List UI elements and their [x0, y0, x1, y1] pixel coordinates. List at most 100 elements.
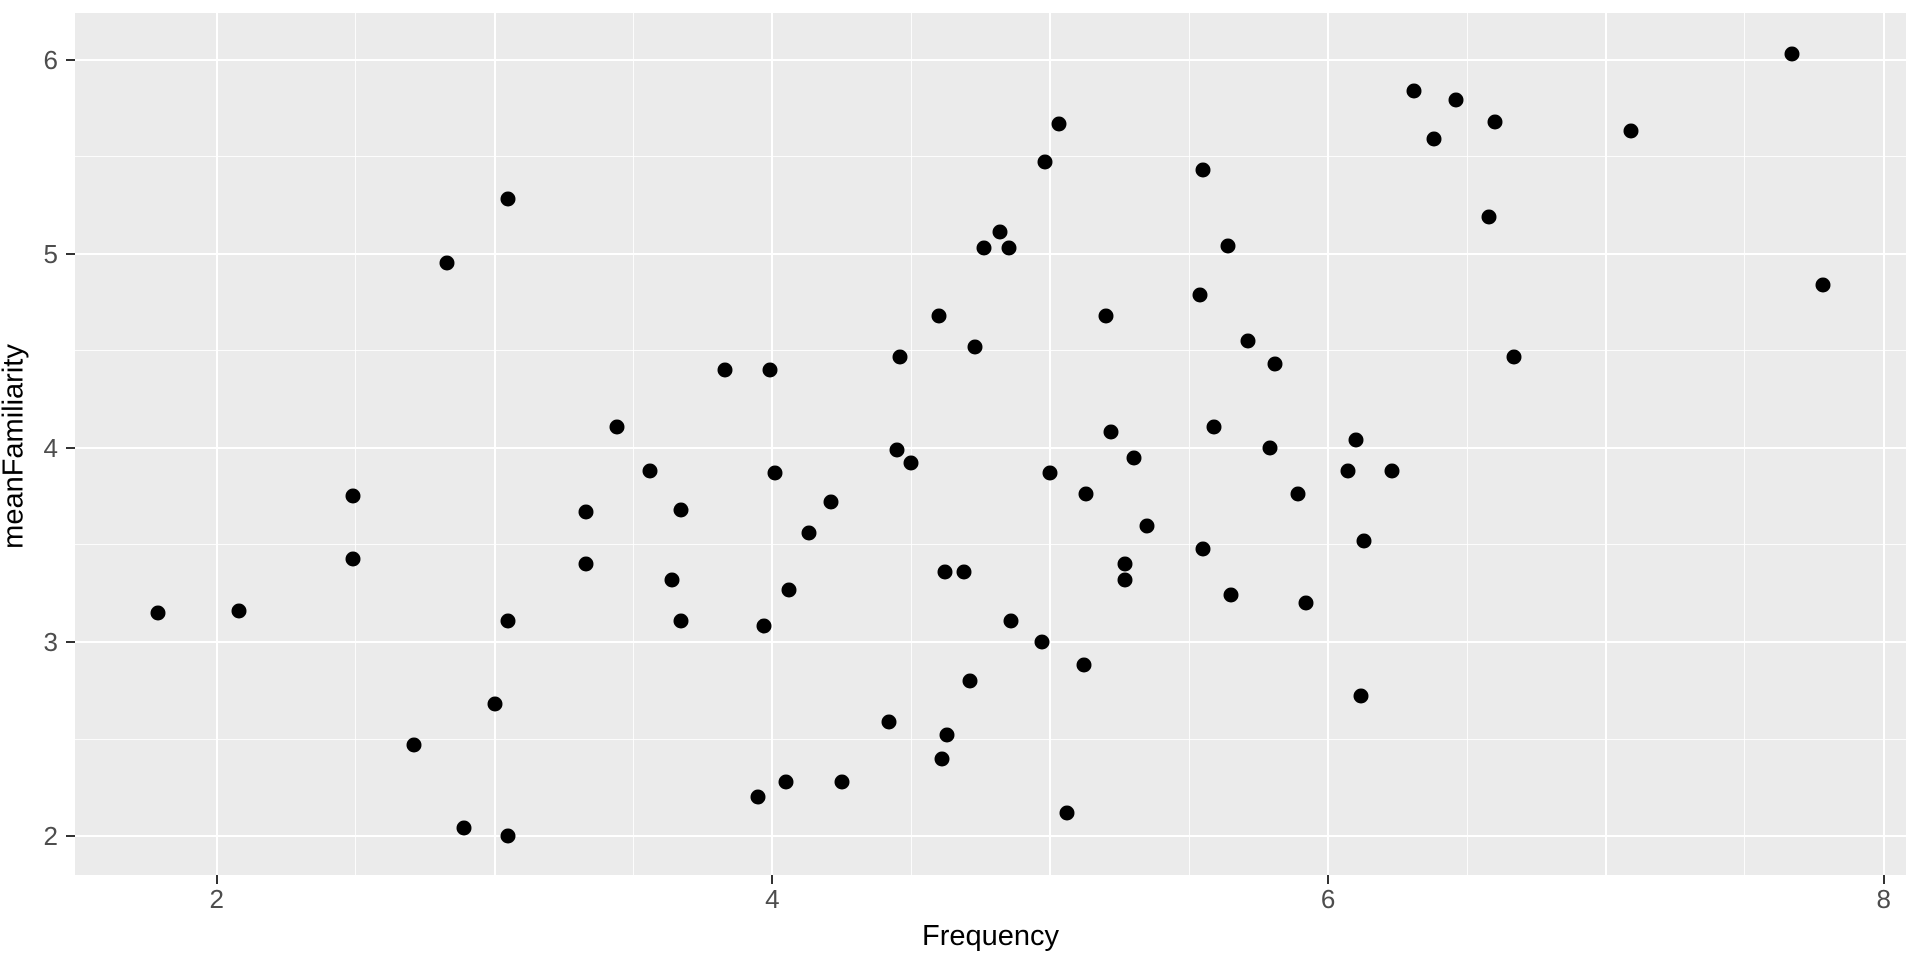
- data-point: [1262, 440, 1278, 456]
- y-minor-gridline: [75, 738, 1906, 740]
- x-minor-gridline: [910, 13, 912, 875]
- x-major-gridline: [493, 13, 496, 875]
- data-point: [834, 774, 850, 790]
- y-axis-title: meanFamiliarity: [0, 344, 30, 549]
- y-tick-label: 3: [43, 627, 58, 658]
- data-point: [1034, 634, 1050, 650]
- data-point: [756, 618, 772, 634]
- x-minor-gridline: [1188, 13, 1190, 875]
- data-point: [1240, 333, 1255, 349]
- data-point: [1340, 463, 1356, 479]
- data-point: [345, 551, 361, 567]
- data-point: [1784, 46, 1800, 62]
- data-point: [664, 572, 680, 588]
- x-tick-label: 4: [765, 884, 780, 914]
- y-major-gridline: [75, 58, 1906, 61]
- data-point: [1406, 83, 1422, 99]
- data-point: [1103, 424, 1119, 440]
- data-point: [1384, 463, 1400, 479]
- data-point: [903, 455, 919, 471]
- y-major-gridline: [75, 835, 1906, 838]
- data-point: [1078, 486, 1094, 502]
- data-point: [1117, 572, 1133, 588]
- y-tick-mark: [66, 835, 75, 838]
- y-tick-label: 2: [43, 821, 58, 852]
- data-point: [1059, 805, 1075, 821]
- data-point: [578, 504, 594, 520]
- data-point: [578, 556, 594, 572]
- x-tick-mark: [771, 875, 774, 884]
- x-axis-title: Frequency: [921, 920, 1059, 952]
- y-tick-mark: [66, 58, 75, 61]
- data-point: [967, 339, 983, 355]
- y-minor-gridline: [75, 350, 1906, 352]
- data-point: [1195, 162, 1211, 178]
- data-point: [934, 751, 950, 766]
- data-point: [1267, 356, 1283, 372]
- y-minor-gridline: [75, 156, 1906, 158]
- data-point: [500, 191, 516, 207]
- data-point: [1220, 238, 1236, 254]
- x-tick-mark: [215, 875, 218, 884]
- y-tick-label: 5: [43, 238, 58, 269]
- data-point: [962, 673, 978, 689]
- data-point: [642, 463, 658, 479]
- data-point: [1353, 688, 1369, 704]
- y-tick-mark: [66, 641, 75, 644]
- x-tick-label: 2: [209, 884, 224, 914]
- data-point: [150, 605, 166, 621]
- data-point: [976, 240, 992, 256]
- data-point: [1298, 595, 1314, 611]
- x-major-gridline: [1327, 13, 1330, 875]
- data-point: [1487, 114, 1503, 130]
- data-point: [1001, 240, 1017, 256]
- x-tick-label: 6: [1320, 884, 1336, 914]
- y-tick-label: 6: [43, 44, 58, 75]
- data-point: [823, 494, 839, 510]
- y-minor-gridline: [75, 544, 1906, 546]
- data-point: [750, 789, 766, 805]
- data-point: [992, 224, 1008, 240]
- data-point: [778, 774, 794, 790]
- data-point: [937, 564, 953, 580]
- data-point: [406, 737, 422, 753]
- data-point: [456, 820, 472, 836]
- data-point: [1426, 131, 1442, 147]
- data-point: [1195, 541, 1211, 557]
- y-major-gridline: [75, 641, 1906, 644]
- data-point: [717, 362, 733, 378]
- data-point: [487, 696, 503, 712]
- data-point: [1223, 587, 1239, 603]
- data-point: [762, 362, 778, 378]
- data-point: [439, 255, 455, 271]
- data-point: [500, 828, 516, 844]
- data-point: [673, 613, 689, 629]
- data-point: [1348, 432, 1364, 448]
- plot-panel: [75, 13, 1906, 875]
- data-point: [673, 502, 689, 518]
- data-point: [1815, 277, 1831, 293]
- data-point: [1206, 419, 1222, 435]
- data-point: [1037, 154, 1053, 170]
- data-point: [231, 603, 247, 619]
- data-point: [1098, 308, 1114, 324]
- data-point: [889, 442, 905, 458]
- data-point: [1192, 287, 1208, 302]
- x-major-gridline: [1882, 13, 1885, 875]
- data-point: [1003, 613, 1019, 629]
- data-point: [1042, 465, 1058, 481]
- data-point: [1481, 209, 1497, 225]
- data-point: [931, 308, 947, 324]
- y-tick-label: 4: [43, 432, 58, 463]
- y-tick-mark: [66, 252, 75, 255]
- x-minor-gridline: [1466, 13, 1468, 875]
- data-point: [881, 714, 897, 730]
- data-point: [609, 419, 625, 435]
- data-point: [1448, 92, 1464, 108]
- data-point: [1051, 116, 1067, 132]
- data-point: [1126, 450, 1142, 466]
- y-tick-mark: [66, 446, 75, 449]
- data-point: [939, 727, 955, 743]
- x-major-gridline: [215, 13, 218, 875]
